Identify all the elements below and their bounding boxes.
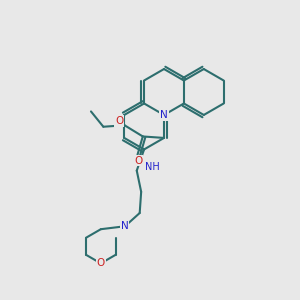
Text: O: O bbox=[115, 116, 123, 126]
Text: N: N bbox=[121, 221, 128, 231]
Text: O: O bbox=[97, 258, 105, 268]
Text: N: N bbox=[160, 110, 168, 120]
Text: NH: NH bbox=[145, 162, 160, 172]
Text: O: O bbox=[134, 156, 142, 166]
